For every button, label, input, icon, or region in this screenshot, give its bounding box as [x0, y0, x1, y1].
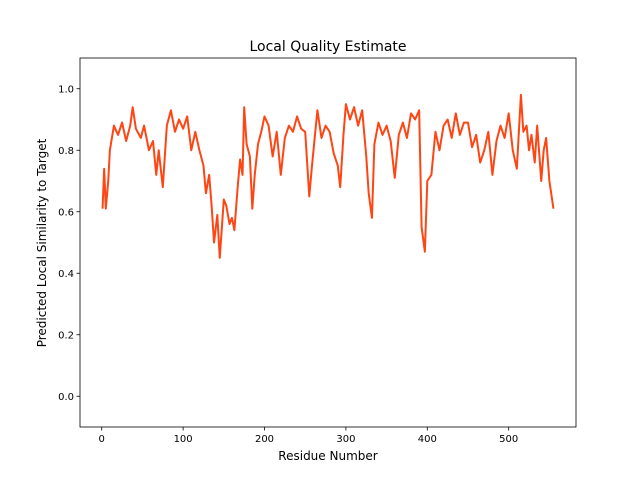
x-tick-label: 100	[174, 434, 193, 445]
y-tick-label: 0.0	[58, 392, 74, 403]
y-tick-label: 0.8	[58, 146, 74, 157]
y-tick-label: 0.4	[58, 269, 74, 280]
plot-frame	[79, 57, 577, 428]
data-line	[101, 93, 555, 259]
x-tick-label: 300	[336, 434, 355, 445]
y-axis-label: Predicted Local Similarity to Target	[35, 138, 49, 347]
x-tick-label: 200	[255, 434, 274, 445]
x-tick-label: 0	[99, 434, 105, 445]
x-tick-label: 500	[499, 434, 518, 445]
chart-title: Local Quality Estimate	[249, 39, 406, 55]
y-tick-label: 0.2	[58, 330, 74, 341]
x-axis-label: Residue Number	[278, 449, 377, 463]
x-tick-label: 400	[418, 434, 437, 445]
y-tick-label: 1.0	[58, 84, 74, 95]
y-tick-label: 0.6	[58, 207, 74, 218]
